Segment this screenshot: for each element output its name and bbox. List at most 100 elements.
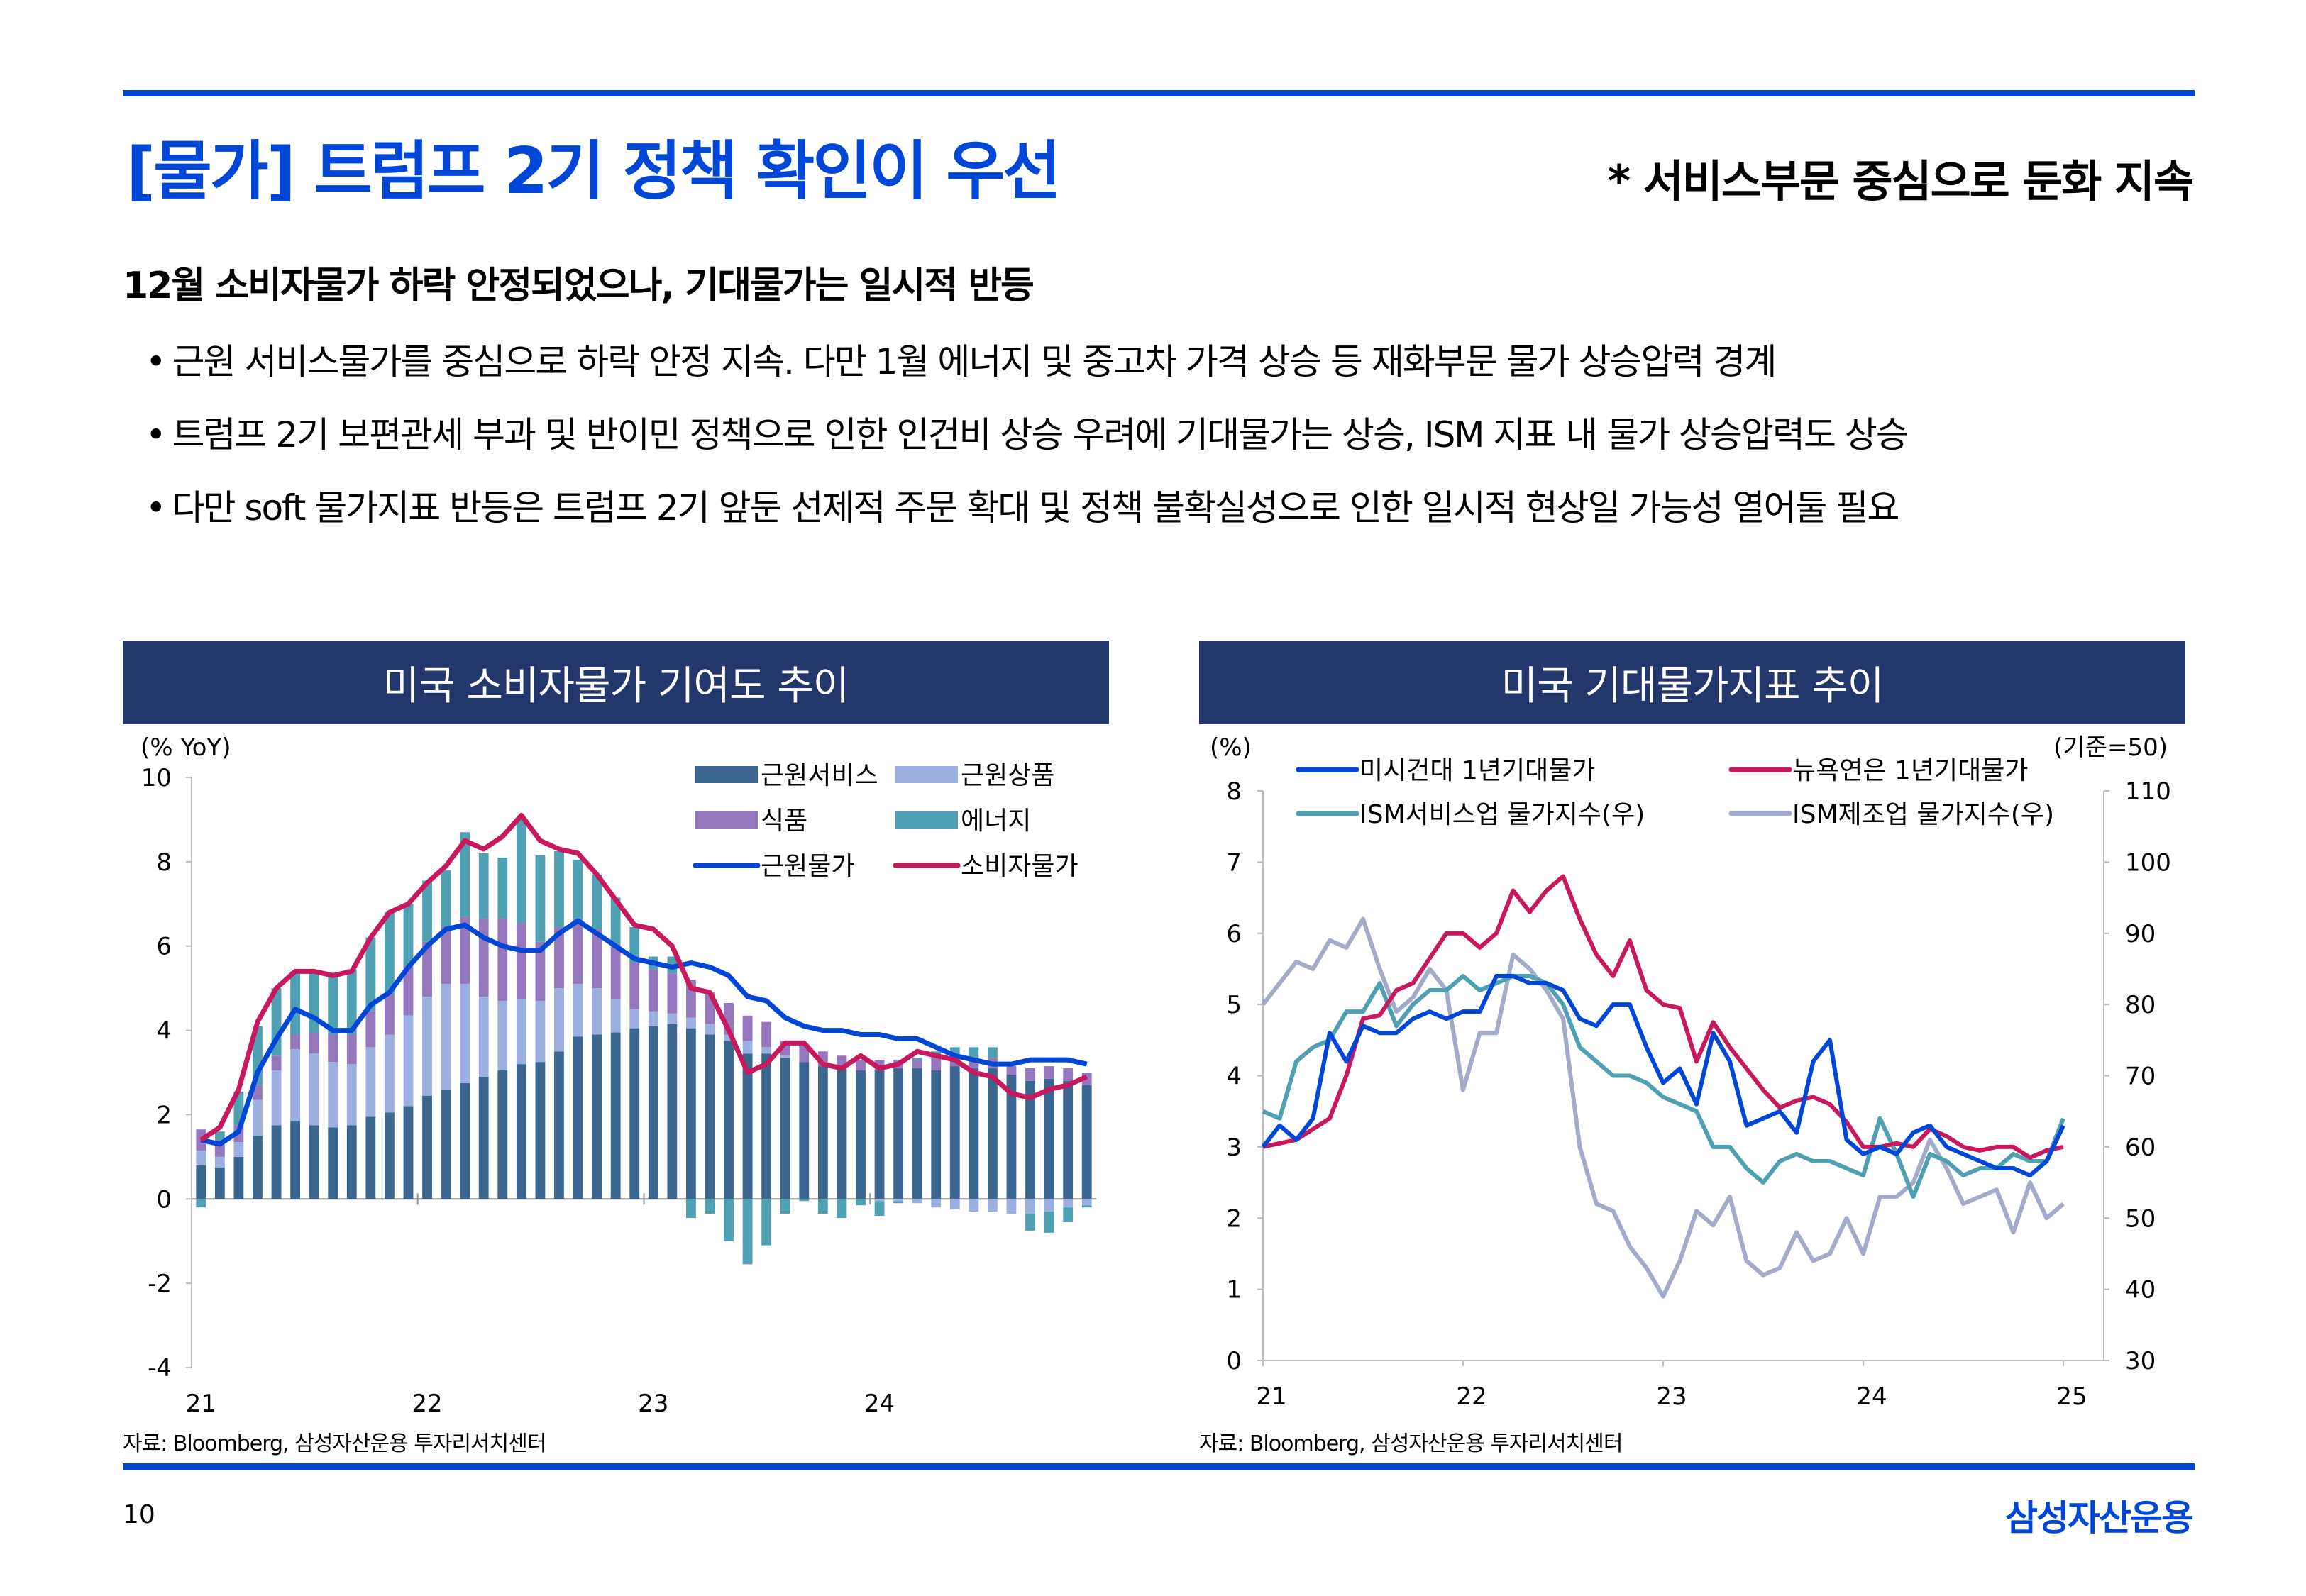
- x-tick-label: 25: [2056, 1382, 2087, 1411]
- bar-core_goods: [610, 999, 621, 1033]
- legend-swatch-food: [695, 811, 758, 829]
- bar-food: [592, 929, 602, 989]
- right-chart-title: 미국 기대물가지표 추이: [1199, 641, 2185, 724]
- bullet-text: 다만 soft 물가지표 반등은 트럼프 2기 앞둔 선제적 주문 확대 및 정…: [172, 487, 1900, 528]
- legend-label: 에너지: [961, 807, 1031, 836]
- legend-label: 미시건대 1년기대물가: [1359, 756, 1595, 785]
- bar-core_goods: [516, 999, 526, 1065]
- right-y-tick-label: 60: [2125, 1134, 2156, 1162]
- bar-core_services: [837, 1068, 847, 1199]
- bar-core_services: [554, 1051, 564, 1199]
- bar-core_goods: [478, 997, 489, 1077]
- bar-energy: [271, 988, 282, 1056]
- bar-food: [1044, 1066, 1054, 1079]
- bullet-item: • 근원 서비스물가를 중심으로 하락 안정 지속. 다만 1월 에너지 및 중고…: [145, 333, 1777, 384]
- x-tick-label: 24: [864, 1390, 895, 1418]
- bar-energy: [724, 1199, 734, 1241]
- x-tick-label: 21: [186, 1390, 216, 1418]
- bar-core_services: [328, 1127, 338, 1199]
- bar-food: [422, 941, 432, 997]
- bar-energy: [253, 1026, 263, 1085]
- bar-food: [629, 963, 640, 1009]
- bar-food: [1063, 1068, 1074, 1081]
- bar-food: [328, 1034, 338, 1063]
- bar-core_services: [516, 1064, 526, 1199]
- series-line: [1262, 874, 2064, 1160]
- bar-core_services: [290, 1121, 300, 1199]
- y-tick-label: 2: [156, 1101, 172, 1129]
- bar-energy: [761, 1199, 772, 1246]
- x-tick-label: 23: [1656, 1382, 1687, 1411]
- bar-core_services: [724, 1041, 734, 1199]
- bar-food: [271, 1055, 282, 1071]
- bar-core_goods: [629, 1009, 640, 1029]
- bar-food: [516, 923, 526, 999]
- bar-food: [837, 1055, 847, 1069]
- bar-energy: [610, 897, 621, 944]
- bar-core_goods: [346, 1064, 357, 1126]
- bar-core_services: [214, 1167, 225, 1199]
- bar-core_services: [1044, 1078, 1054, 1199]
- bar-core_goods: [1006, 1199, 1017, 1214]
- legend-swatch-core_goods: [895, 766, 958, 783]
- bar-energy: [949, 1047, 960, 1056]
- bar-core_services: [535, 1062, 546, 1199]
- top-rule: [123, 90, 2195, 96]
- bar-food: [1006, 1066, 1017, 1075]
- bullet-text: 트럼프 2기 보편관세 부과 및 반이민 정책으로 인한 인건비 상승 우려에 …: [172, 414, 1909, 455]
- bar-food: [817, 1051, 828, 1067]
- bar-food: [1081, 1073, 1092, 1085]
- left-axes: 10 8 6 4 2 0 -2 -4 21 22 23 24: [141, 764, 1096, 1418]
- bar-energy: [817, 1199, 828, 1214]
- y-tick-label: 4: [156, 1017, 172, 1046]
- bar-core_goods: [667, 1013, 678, 1024]
- bar-core_goods: [460, 984, 470, 1083]
- bullet-item: • 다만 soft 물가지표 반등은 트럼프 2기 앞둔 선제적 주문 확대 및 …: [145, 480, 1900, 531]
- left-y-axis-label: (% YoY): [140, 733, 231, 762]
- bar-food: [856, 1060, 866, 1071]
- bar-core_services: [856, 1070, 866, 1199]
- bar-food: [705, 992, 715, 1024]
- bar-food: [610, 943, 621, 999]
- bar-core_services: [403, 1106, 414, 1199]
- bar-core_services: [422, 1095, 432, 1199]
- bullet-dot: •: [145, 341, 166, 382]
- bar-food: [403, 965, 414, 1016]
- bar-core_services: [988, 1068, 998, 1199]
- left-y-tick-label: 8: [1226, 777, 1242, 806]
- bar-food: [912, 1060, 922, 1069]
- bar-energy: [648, 956, 658, 970]
- bar-food: [385, 994, 395, 1035]
- bar-food: [1025, 1068, 1035, 1081]
- bar-core_goods: [1063, 1199, 1074, 1208]
- bar-core_services: [346, 1125, 357, 1199]
- y-tick-label: 6: [156, 933, 172, 961]
- bar-core_goods: [705, 1024, 715, 1035]
- bullet-item: • 트럼프 2기 보편관세 부과 및 반이민 정책으로 인한 인건비 상승 우려에…: [145, 406, 1909, 458]
- y-tick-label: -2: [148, 1270, 172, 1298]
- bar-food: [290, 1034, 300, 1050]
- bar-core_goods: [874, 1199, 885, 1202]
- bar-energy: [667, 956, 678, 974]
- left-chart-source: 자료: Bloomberg, 삼성자산운용 투자리서치센터: [123, 1431, 546, 1456]
- bar-core_goods: [309, 1053, 319, 1126]
- y-tick-label: 0: [156, 1185, 172, 1214]
- bar-core_services: [196, 1165, 206, 1199]
- bar-core_services: [1006, 1074, 1017, 1199]
- bar-energy: [478, 853, 489, 919]
- y-tick-label: 8: [156, 848, 172, 877]
- bar-core_services: [309, 1125, 319, 1199]
- bar-core_goods: [196, 1150, 206, 1165]
- bar-energy: [309, 971, 319, 1033]
- bar-core_services: [478, 1076, 489, 1199]
- bar-core_goods: [441, 984, 451, 1090]
- bar-energy: [1063, 1207, 1074, 1222]
- right-y-tick-label: 90: [2125, 920, 2156, 948]
- bar-food: [497, 919, 508, 1001]
- bar-core_goods: [969, 1199, 979, 1212]
- bar-energy: [912, 1058, 922, 1060]
- bar-core_goods: [1044, 1199, 1054, 1212]
- bar-core_services: [931, 1070, 942, 1199]
